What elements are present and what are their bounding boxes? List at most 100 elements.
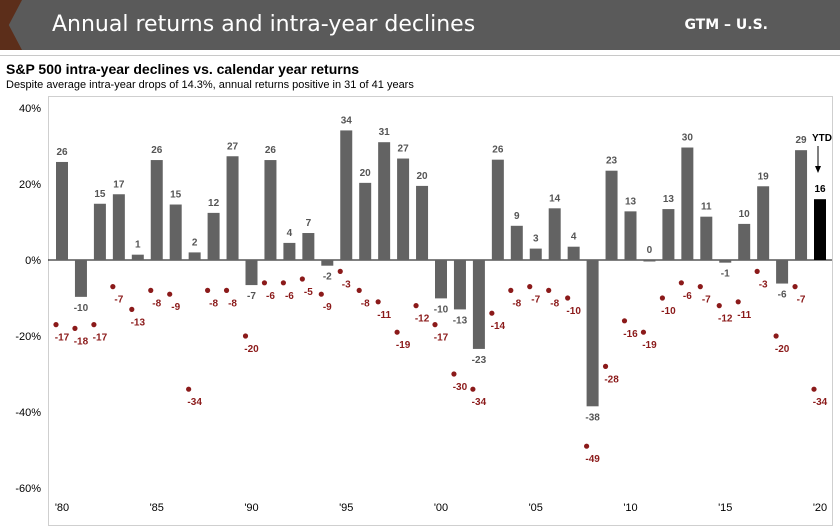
decline-label: -6: [266, 291, 275, 302]
return-label: 10: [739, 209, 751, 220]
decline-label: -19: [642, 340, 657, 351]
return-label: 30: [682, 133, 694, 144]
decline-label: -20: [244, 344, 259, 355]
decline-dot: [565, 295, 571, 301]
decline-label: -18: [74, 336, 89, 347]
decline-dot: [72, 325, 78, 331]
decline-dot: [413, 303, 419, 309]
return-bar: [586, 260, 599, 407]
return-bar: [453, 260, 466, 310]
x-tick-label: '05: [529, 502, 543, 514]
return-label: 26: [265, 145, 277, 156]
return-label: 1: [135, 240, 141, 251]
decline-dot: [451, 371, 457, 377]
return-bar: [188, 252, 201, 260]
return-label: 13: [663, 194, 675, 205]
decline-dot: [640, 329, 647, 335]
return-label: 15: [170, 190, 182, 201]
decline-dot: [148, 287, 154, 293]
x-tick-label: '95: [339, 502, 353, 514]
decline-label: -17: [434, 333, 449, 344]
decline-dot: [602, 363, 609, 369]
decline-dot: [299, 276, 305, 282]
decline-label: -28: [604, 374, 619, 385]
return-bar: [112, 194, 125, 260]
return-label: 27: [227, 141, 239, 152]
return-bar: [643, 260, 656, 262]
x-tick-label: '15: [718, 502, 732, 514]
decline-dot: [792, 284, 798, 290]
decline-label: -9: [323, 302, 332, 313]
return-bar: [700, 216, 713, 260]
decline-label: -16: [623, 329, 638, 340]
return-label: -6: [778, 290, 787, 301]
return-bar: [738, 223, 751, 260]
ytd-arrow-head: [815, 166, 821, 173]
y-tick-label: -40%: [15, 407, 41, 419]
return-bar: [567, 246, 580, 260]
decline-label: -34: [472, 397, 487, 408]
return-bar: [397, 158, 410, 260]
return-bar: [340, 130, 353, 260]
decline-dot: [223, 287, 230, 293]
return-bar: [226, 156, 239, 260]
decline-label: -10: [661, 306, 676, 317]
decline-label: -12: [718, 314, 733, 325]
return-bar: [56, 161, 68, 260]
return-label: -13: [453, 315, 468, 326]
decline-dot: [527, 284, 533, 290]
decline-label: -6: [683, 291, 692, 302]
return-bar: [776, 260, 789, 284]
decline-dot: [735, 299, 741, 305]
x-tick-label: '90: [244, 502, 258, 514]
page-title: Annual returns and intra-year declines: [52, 12, 476, 37]
return-bar: [795, 150, 808, 260]
return-label: 26: [151, 145, 163, 156]
ytd-annotation: YTD: [812, 133, 832, 144]
return-label: 4: [287, 228, 293, 239]
x-tick-label: '00: [434, 502, 448, 514]
decline-label: -7: [114, 295, 123, 306]
return-label: 15: [94, 189, 106, 200]
decline-dot: [242, 333, 249, 339]
return-label: 26: [492, 145, 504, 156]
decline-label: -17: [55, 333, 70, 344]
y-tick-label: -60%: [15, 483, 41, 495]
return-label: -38: [585, 412, 600, 423]
decline-dot: [53, 322, 59, 328]
return-label: 23: [606, 156, 618, 167]
return-label: 4: [571, 232, 577, 243]
header-bar: Annual returns and intra-year declines G…: [0, 0, 840, 50]
decline-dot: [621, 318, 628, 324]
decline-dot: [716, 303, 722, 309]
decline-dot: [318, 291, 324, 297]
return-label: -2: [323, 272, 332, 283]
return-label: 0: [647, 245, 653, 256]
decline-dot: [375, 299, 381, 305]
decline-label: -7: [702, 295, 711, 306]
chart-title: S&P 500 intra-year declines vs. calendar…: [6, 61, 360, 77]
return-bar: [93, 203, 106, 260]
y-tick-label: 0%: [25, 255, 41, 267]
decline-dot: [394, 329, 400, 335]
return-bar: [435, 260, 447, 299]
decline-label: -8: [228, 298, 237, 309]
return-bar: [131, 254, 144, 260]
return-label: -23: [472, 355, 487, 366]
decline-label: -8: [152, 298, 161, 309]
return-label: 14: [549, 193, 561, 204]
return-label: 29: [795, 135, 807, 146]
return-label: 31: [379, 127, 391, 138]
decline-dot: [678, 280, 684, 286]
decline-dot: [356, 287, 362, 293]
decline-dot: [697, 284, 703, 290]
return-label: 27: [398, 144, 410, 155]
return-label: 20: [360, 168, 372, 179]
return-label: 16: [814, 184, 826, 195]
return-bar: [207, 212, 220, 260]
x-tick-label: '85: [150, 502, 164, 514]
return-label: 34: [341, 115, 353, 126]
return-label: 17: [113, 179, 125, 190]
return-bar: [529, 248, 542, 260]
